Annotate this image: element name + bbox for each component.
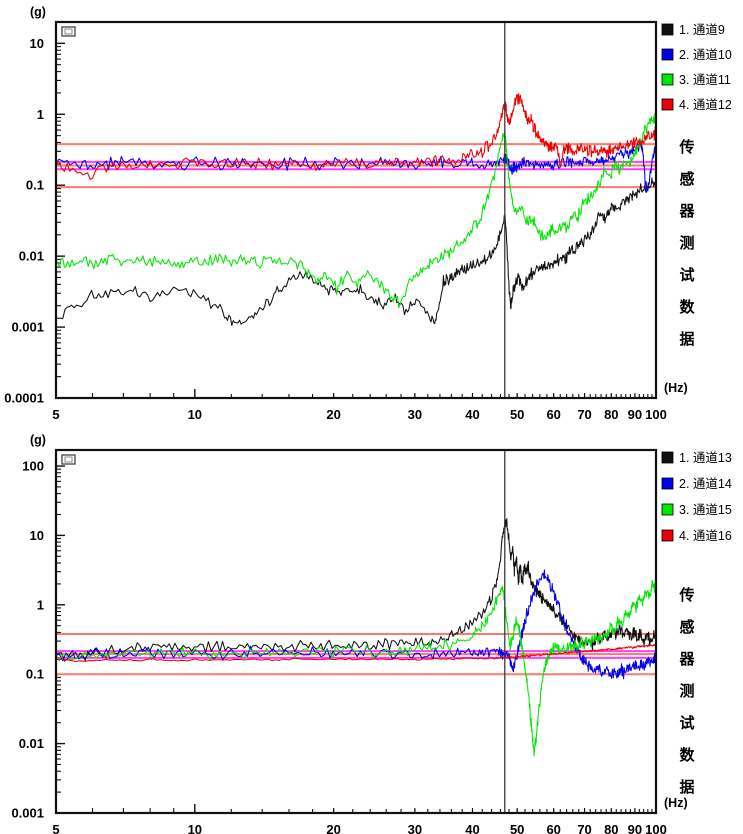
vertical-title-char-top-5: 数 <box>679 298 695 316</box>
plot-frame-top <box>54 20 658 400</box>
x-tick-label-bottom: 40 <box>465 822 479 834</box>
legend-swatch-top-4[interactable] <box>661 98 674 111</box>
legend-label-bottom-2: 2. 通道14 <box>679 477 732 491</box>
x-tick-label-top: 30 <box>408 407 422 420</box>
x-tick-label-bottom: 80 <box>604 822 618 834</box>
vertical-title-char-bottom-2: 器 <box>678 651 695 668</box>
x-tick-label-bottom: 70 <box>577 822 591 834</box>
x-tick-label-top: 20 <box>326 407 340 420</box>
series-line-top-2 <box>56 138 656 193</box>
x-tick-label-top: 70 <box>577 407 591 420</box>
legend-swatch-top-2[interactable] <box>661 48 674 61</box>
y-axis-unit-bottom: (g) <box>30 433 46 447</box>
legend-swatch-top-3[interactable] <box>661 73 674 86</box>
x-tick-label-top: 10 <box>188 407 202 420</box>
y-tick-label-bottom: 100 <box>22 458 44 473</box>
y-axis-unit-top: (g) <box>30 5 46 19</box>
legend-bottom: 1. 通道13 2. 通道14 3. 通道15 4. 通道16 <box>661 451 732 543</box>
chart-panel-top: 10 1 0.1 0.01 0.001 0.0001 5 10 20 30 40 50 60 70 80 90… <box>4 5 732 420</box>
x-tick-label-top: 60 <box>546 407 560 420</box>
x-tick-label-top: 80 <box>604 407 618 420</box>
series-line-bottom-2 <box>56 569 656 680</box>
x-axis-unit-top: (Hz) <box>664 381 688 395</box>
plot-frame-bottom <box>54 448 658 815</box>
series-line-bottom-3 <box>56 575 656 757</box>
x-tick-label-top: 50 <box>510 407 524 420</box>
legend-label-bottom-4: 4. 通道16 <box>679 529 732 543</box>
y-tick-label-bottom: 1 <box>37 597 44 612</box>
legend-label-top-4: 4. 通道12 <box>679 98 732 112</box>
legend-swatch-bottom-1[interactable] <box>661 451 674 464</box>
y-tick-label-top: 1 <box>37 107 44 122</box>
legend-swatch-bottom-2[interactable] <box>661 477 674 490</box>
vertical-title-char-top-1: 感 <box>679 170 694 188</box>
vertical-title-char-top-6: 据 <box>679 330 694 348</box>
x-tick-label-bottom: 50 <box>510 822 524 834</box>
vertical-title-char-bottom-1: 感 <box>679 618 694 636</box>
x-tick-label-bottom: 90 <box>628 822 642 834</box>
vertical-title-char-bottom-5: 数 <box>679 746 695 764</box>
y-tick-label-top: 0.1 <box>26 178 44 193</box>
vertical-title-char-bottom-4: 试 <box>679 714 694 732</box>
y-tick-label-top: 10 <box>30 36 44 51</box>
series-line-top-3 <box>56 112 656 309</box>
legend-swatch-top-1[interactable] <box>661 23 674 36</box>
vertical-title-char-top-3: 测 <box>679 234 694 252</box>
legend-swatch-bottom-3[interactable] <box>661 503 674 516</box>
series-line-top-1 <box>56 177 656 327</box>
vertical-title-char-bottom-3: 测 <box>679 682 694 700</box>
legend-label-top-2: 2. 通道10 <box>679 48 732 62</box>
plot-marker-box-inner-top <box>64 28 73 35</box>
x-tick-label-bottom: 30 <box>408 822 422 834</box>
chart-top: 10 1 0.1 0.01 0.001 0.0001 5 10 20 30 40 50 60 70 80 90… <box>4 5 732 420</box>
y-tick-label-top: 0.01 <box>19 249 44 264</box>
x-tick-label-top: 5 <box>52 407 59 420</box>
y-tick-label-bottom: 0.001 <box>11 806 44 821</box>
plot-area-top <box>56 22 656 398</box>
y-tick-label-top: 0.001 <box>11 320 44 335</box>
series-line-bottom-4 <box>56 643 656 663</box>
y-tick-label-top: 0.0001 <box>4 391 44 406</box>
x-tick-label-bottom: 60 <box>546 822 560 834</box>
x-tick-label-bottom: 10 <box>188 822 202 834</box>
legend-label-bottom-3: 3. 通道15 <box>679 503 732 517</box>
plot-area-bottom <box>56 450 656 813</box>
x-tick-label-bottom: 20 <box>326 822 340 834</box>
legend-top: 1. 通道9 2. 通道10 3. 通道11 4. 通道12 <box>661 23 732 112</box>
series-line-bottom-1 <box>56 518 656 662</box>
vertical-title-char-top-2: 器 <box>678 203 695 220</box>
x-tick-label-bottom: 100 <box>645 822 667 834</box>
vertical-title-char-top-0: 传 <box>678 138 694 156</box>
legend-label-top-1: 1. 通道9 <box>679 23 725 37</box>
plot-marker-box-inner-bottom <box>64 456 73 463</box>
chart-panel-bottom: 100 10 1 0.1 0.01 0.001 5 10 20 30 40 50 60 70 80 90 100… <box>0 420 743 834</box>
legend-swatch-bottom-4[interactable] <box>661 529 674 542</box>
legend-label-top-3: 3. 通道11 <box>679 73 731 87</box>
x-axis-unit-bottom: (Hz) <box>664 796 688 810</box>
series-group-top <box>56 93 656 327</box>
vertical-title-char-bottom-6: 据 <box>679 778 694 796</box>
series-line-top-4 <box>56 93 656 180</box>
series-group-bottom <box>56 518 656 757</box>
x-tick-label-top: 100 <box>645 407 667 420</box>
x-tick-label-bottom: 5 <box>52 822 59 834</box>
y-tick-label-bottom: 0.1 <box>26 667 44 682</box>
y-tick-label-bottom: 10 <box>30 528 44 543</box>
legend-label-bottom-1: 1. 通道13 <box>679 451 732 465</box>
vertical-title-char-bottom-0: 传 <box>678 586 694 604</box>
x-tick-label-top: 90 <box>628 407 642 420</box>
y-tick-label-bottom: 0.01 <box>19 736 44 751</box>
vertical-title-char-top-4: 试 <box>679 266 694 284</box>
x-tick-label-top: 40 <box>465 407 479 420</box>
